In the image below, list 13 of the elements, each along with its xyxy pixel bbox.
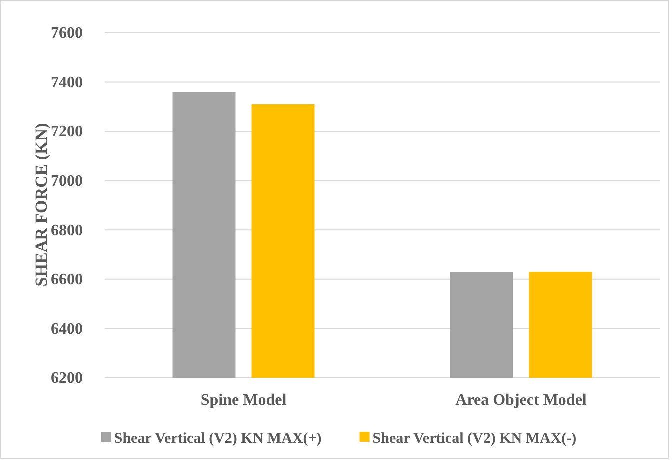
- x-tick-label: Spine Model: [200, 392, 288, 409]
- y-tick-label: 6200: [51, 370, 83, 388]
- legend-label: Shear Vertical (V2) KN MAX(+): [114, 431, 322, 447]
- y-tick-label: 6600: [51, 272, 83, 289]
- y-axis-title: SHEAR FORCE (KN): [32, 123, 51, 287]
- y-tick-label: 7600: [51, 25, 83, 42]
- y-tick-label: 6800: [51, 222, 83, 240]
- y-tick-label: 6400: [51, 320, 83, 338]
- y-tick-label: 7200: [51, 124, 83, 141]
- x-tick-label: Area Object Model: [456, 392, 588, 409]
- y-tick-label: 7400: [51, 74, 83, 92]
- legend-label: Shear Vertical (V2) KN MAX(-): [372, 431, 577, 447]
- y-tick-label: 7000: [51, 172, 83, 190]
